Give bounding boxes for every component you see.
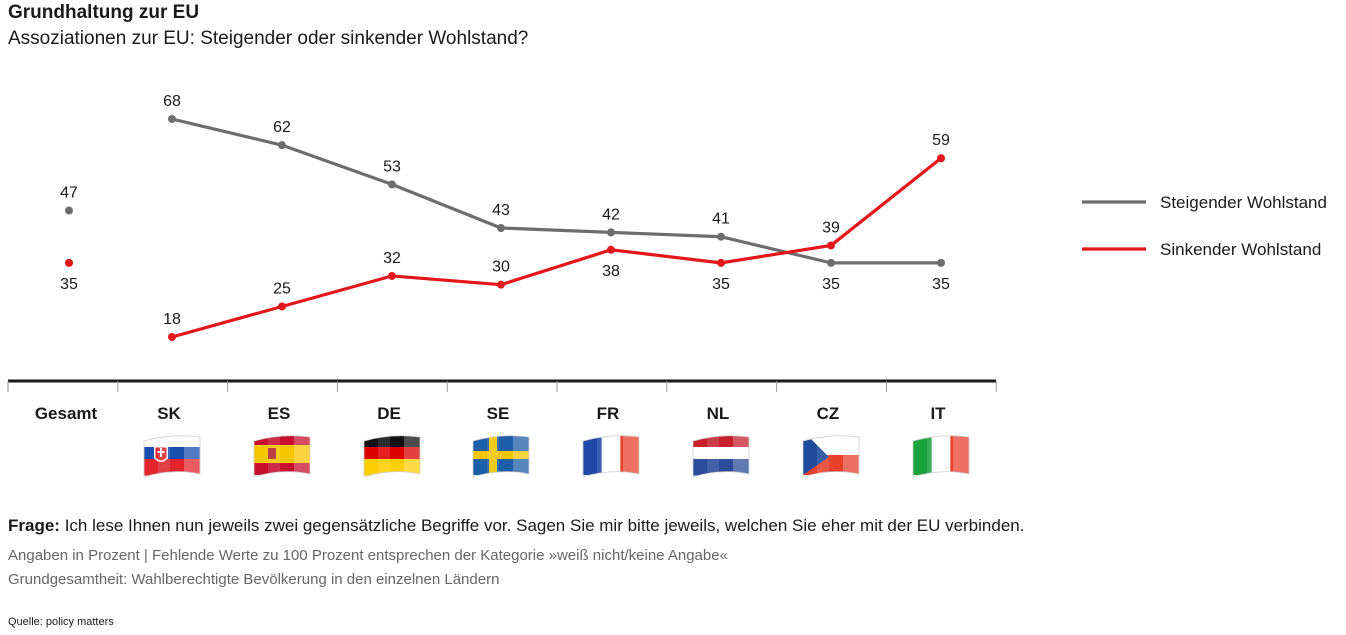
data-point xyxy=(168,333,176,341)
flag-spain-icon xyxy=(254,435,310,475)
data-point xyxy=(278,141,286,150)
data-label: 38 xyxy=(602,263,620,280)
data-point xyxy=(717,232,725,241)
data-point xyxy=(65,206,73,215)
flag-netherlands-icon xyxy=(693,435,749,476)
data-label: 41 xyxy=(712,211,730,228)
source-note: Quelle: policy matters xyxy=(8,616,114,628)
x-tick-label-sk: SK xyxy=(157,404,181,423)
data-label: 25 xyxy=(273,280,291,297)
flag-sweden-icon xyxy=(473,435,529,475)
x-tick-label-it: IT xyxy=(930,404,946,423)
data-label: 62 xyxy=(273,119,291,136)
flag-france-icon xyxy=(583,435,639,475)
data-label: 47 xyxy=(60,185,78,202)
data-point xyxy=(388,271,396,280)
flag-czechia-icon xyxy=(803,435,859,475)
data-label: 39 xyxy=(822,219,840,236)
data-label: 18 xyxy=(163,311,181,328)
flag-outline xyxy=(363,435,421,478)
data-point xyxy=(168,115,176,123)
flag-outline xyxy=(143,435,201,478)
data-point xyxy=(65,258,73,267)
x-tick-label-fr: FR xyxy=(597,404,620,423)
data-label: 35 xyxy=(712,276,730,293)
series-line-steigender xyxy=(170,117,943,265)
flag-slovakia-icon xyxy=(144,435,200,476)
data-label: 43 xyxy=(492,202,510,219)
data-point xyxy=(497,280,505,289)
legend-label-steigender: Steigender Wohlstand xyxy=(1160,193,1327,212)
series-line-sinkender xyxy=(170,156,943,339)
flag-germany-icon xyxy=(364,435,420,476)
question-label: Frage: xyxy=(8,516,60,535)
data-label: 32 xyxy=(383,250,401,267)
data-point xyxy=(607,245,615,254)
x-tick-label-nl: NL xyxy=(707,404,730,423)
data-label: 42 xyxy=(602,206,620,223)
data-point xyxy=(937,258,945,267)
question-body: Ich lese Ihnen nun jeweils zwei gegensät… xyxy=(64,516,1025,535)
line-chart: Gesamt SK ES DE SE FR NL CZ IT 47 68 62 53 43 42 41 35 35… xyxy=(7,93,1327,478)
flag-outline xyxy=(912,435,970,478)
data-label: 35 xyxy=(822,276,840,293)
data-point xyxy=(497,224,505,232)
data-point xyxy=(388,180,396,189)
note-units: Angaben in Prozent | Fehlende Werte zu 1… xyxy=(8,547,728,564)
flag-outline xyxy=(472,435,530,478)
data-label: 30 xyxy=(492,259,510,276)
data-point xyxy=(937,154,945,163)
x-tick-label-es: ES xyxy=(268,404,291,423)
chart-title: Grundhaltung zur EU xyxy=(8,2,200,23)
note-population: Grundgesamtheit: Wahlberechtigte Bevölke… xyxy=(8,571,500,588)
legend-label-sinkender: Sinkender Wohlstand xyxy=(1160,240,1321,259)
data-point xyxy=(827,258,835,267)
x-tick-label-gesamt: Gesamt xyxy=(35,404,98,423)
data-point xyxy=(278,302,286,311)
data-label: 53 xyxy=(383,158,401,175)
x-tick-label-cz: CZ xyxy=(817,404,840,423)
flag-outline xyxy=(253,435,311,478)
flag-outline xyxy=(692,435,750,478)
data-label: 68 xyxy=(163,93,181,110)
data-label: 35 xyxy=(60,276,78,293)
data-label: 35 xyxy=(932,276,950,293)
flag-outline xyxy=(802,435,860,478)
data-point xyxy=(717,258,725,267)
question-text: Frage: Ich lese Ihnen nun jeweils zwei g… xyxy=(8,516,1024,536)
flag-outline xyxy=(582,435,640,478)
x-tick-label-de: DE xyxy=(377,404,401,423)
data-point xyxy=(827,241,835,250)
flag-italy-icon xyxy=(913,435,969,475)
data-point xyxy=(607,228,615,237)
chart-subtitle: Assoziationen zur EU: Steigender oder si… xyxy=(8,28,529,49)
x-tick-label-se: SE xyxy=(487,404,510,423)
data-label: 59 xyxy=(932,132,950,149)
